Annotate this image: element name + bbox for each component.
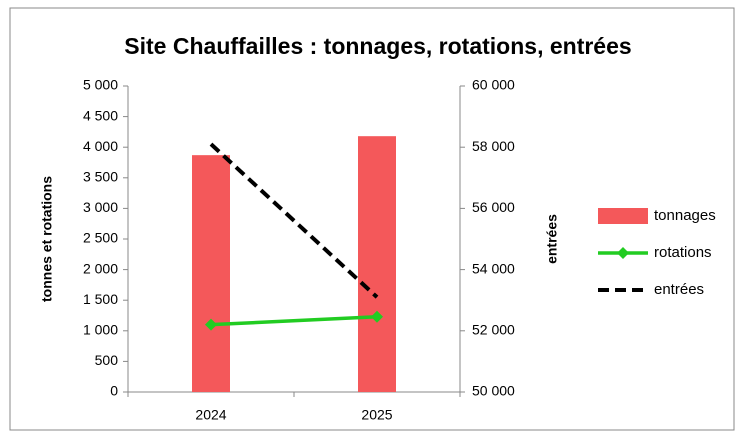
- x-tick-label: 2025: [361, 407, 392, 423]
- y-tick-label: 1 000: [83, 322, 118, 338]
- y-axis-label: tonnes et rotations: [39, 176, 55, 302]
- legend-marker: [617, 247, 629, 259]
- legend-label: tonnages: [654, 207, 716, 224]
- x-tick-label: 2024: [195, 407, 226, 423]
- line: [209, 142, 379, 299]
- y-tick-label: 2 000: [83, 260, 118, 276]
- line: [210, 314, 378, 327]
- marker: [371, 310, 383, 323]
- y-tick-label: 2 500: [83, 230, 118, 246]
- y-tick-label: 4 500: [83, 107, 118, 123]
- bar: [358, 136, 396, 392]
- y2-tick-label: 50 000: [472, 383, 515, 399]
- y-tick-label: 500: [95, 352, 119, 368]
- y2-tick-label: 54 000: [472, 260, 515, 276]
- marker: [205, 318, 217, 331]
- y-tick-label: 0: [110, 383, 118, 399]
- y2-tick-label: 58 000: [472, 138, 515, 154]
- legend-swatch: [598, 208, 648, 224]
- y2-axis-label: entrées: [544, 214, 560, 264]
- bar: [192, 155, 230, 392]
- y-tick-label: 1 500: [83, 291, 118, 307]
- y2-tick-label: 60 000: [472, 77, 515, 93]
- y-tick-label: 3 000: [83, 199, 118, 215]
- chart-title: Site Chauffailles : tonnages, rotations,…: [124, 33, 631, 59]
- y-tick-label: 5 000: [83, 77, 118, 93]
- legend-label: entrées: [654, 281, 704, 298]
- y2-tick-label: 56 000: [472, 199, 515, 215]
- y-tick-label: 3 500: [83, 169, 118, 185]
- y2-tick-label: 52 000: [472, 322, 515, 338]
- legend-label: rotations: [654, 244, 712, 261]
- y-tick-label: 4 000: [83, 138, 118, 154]
